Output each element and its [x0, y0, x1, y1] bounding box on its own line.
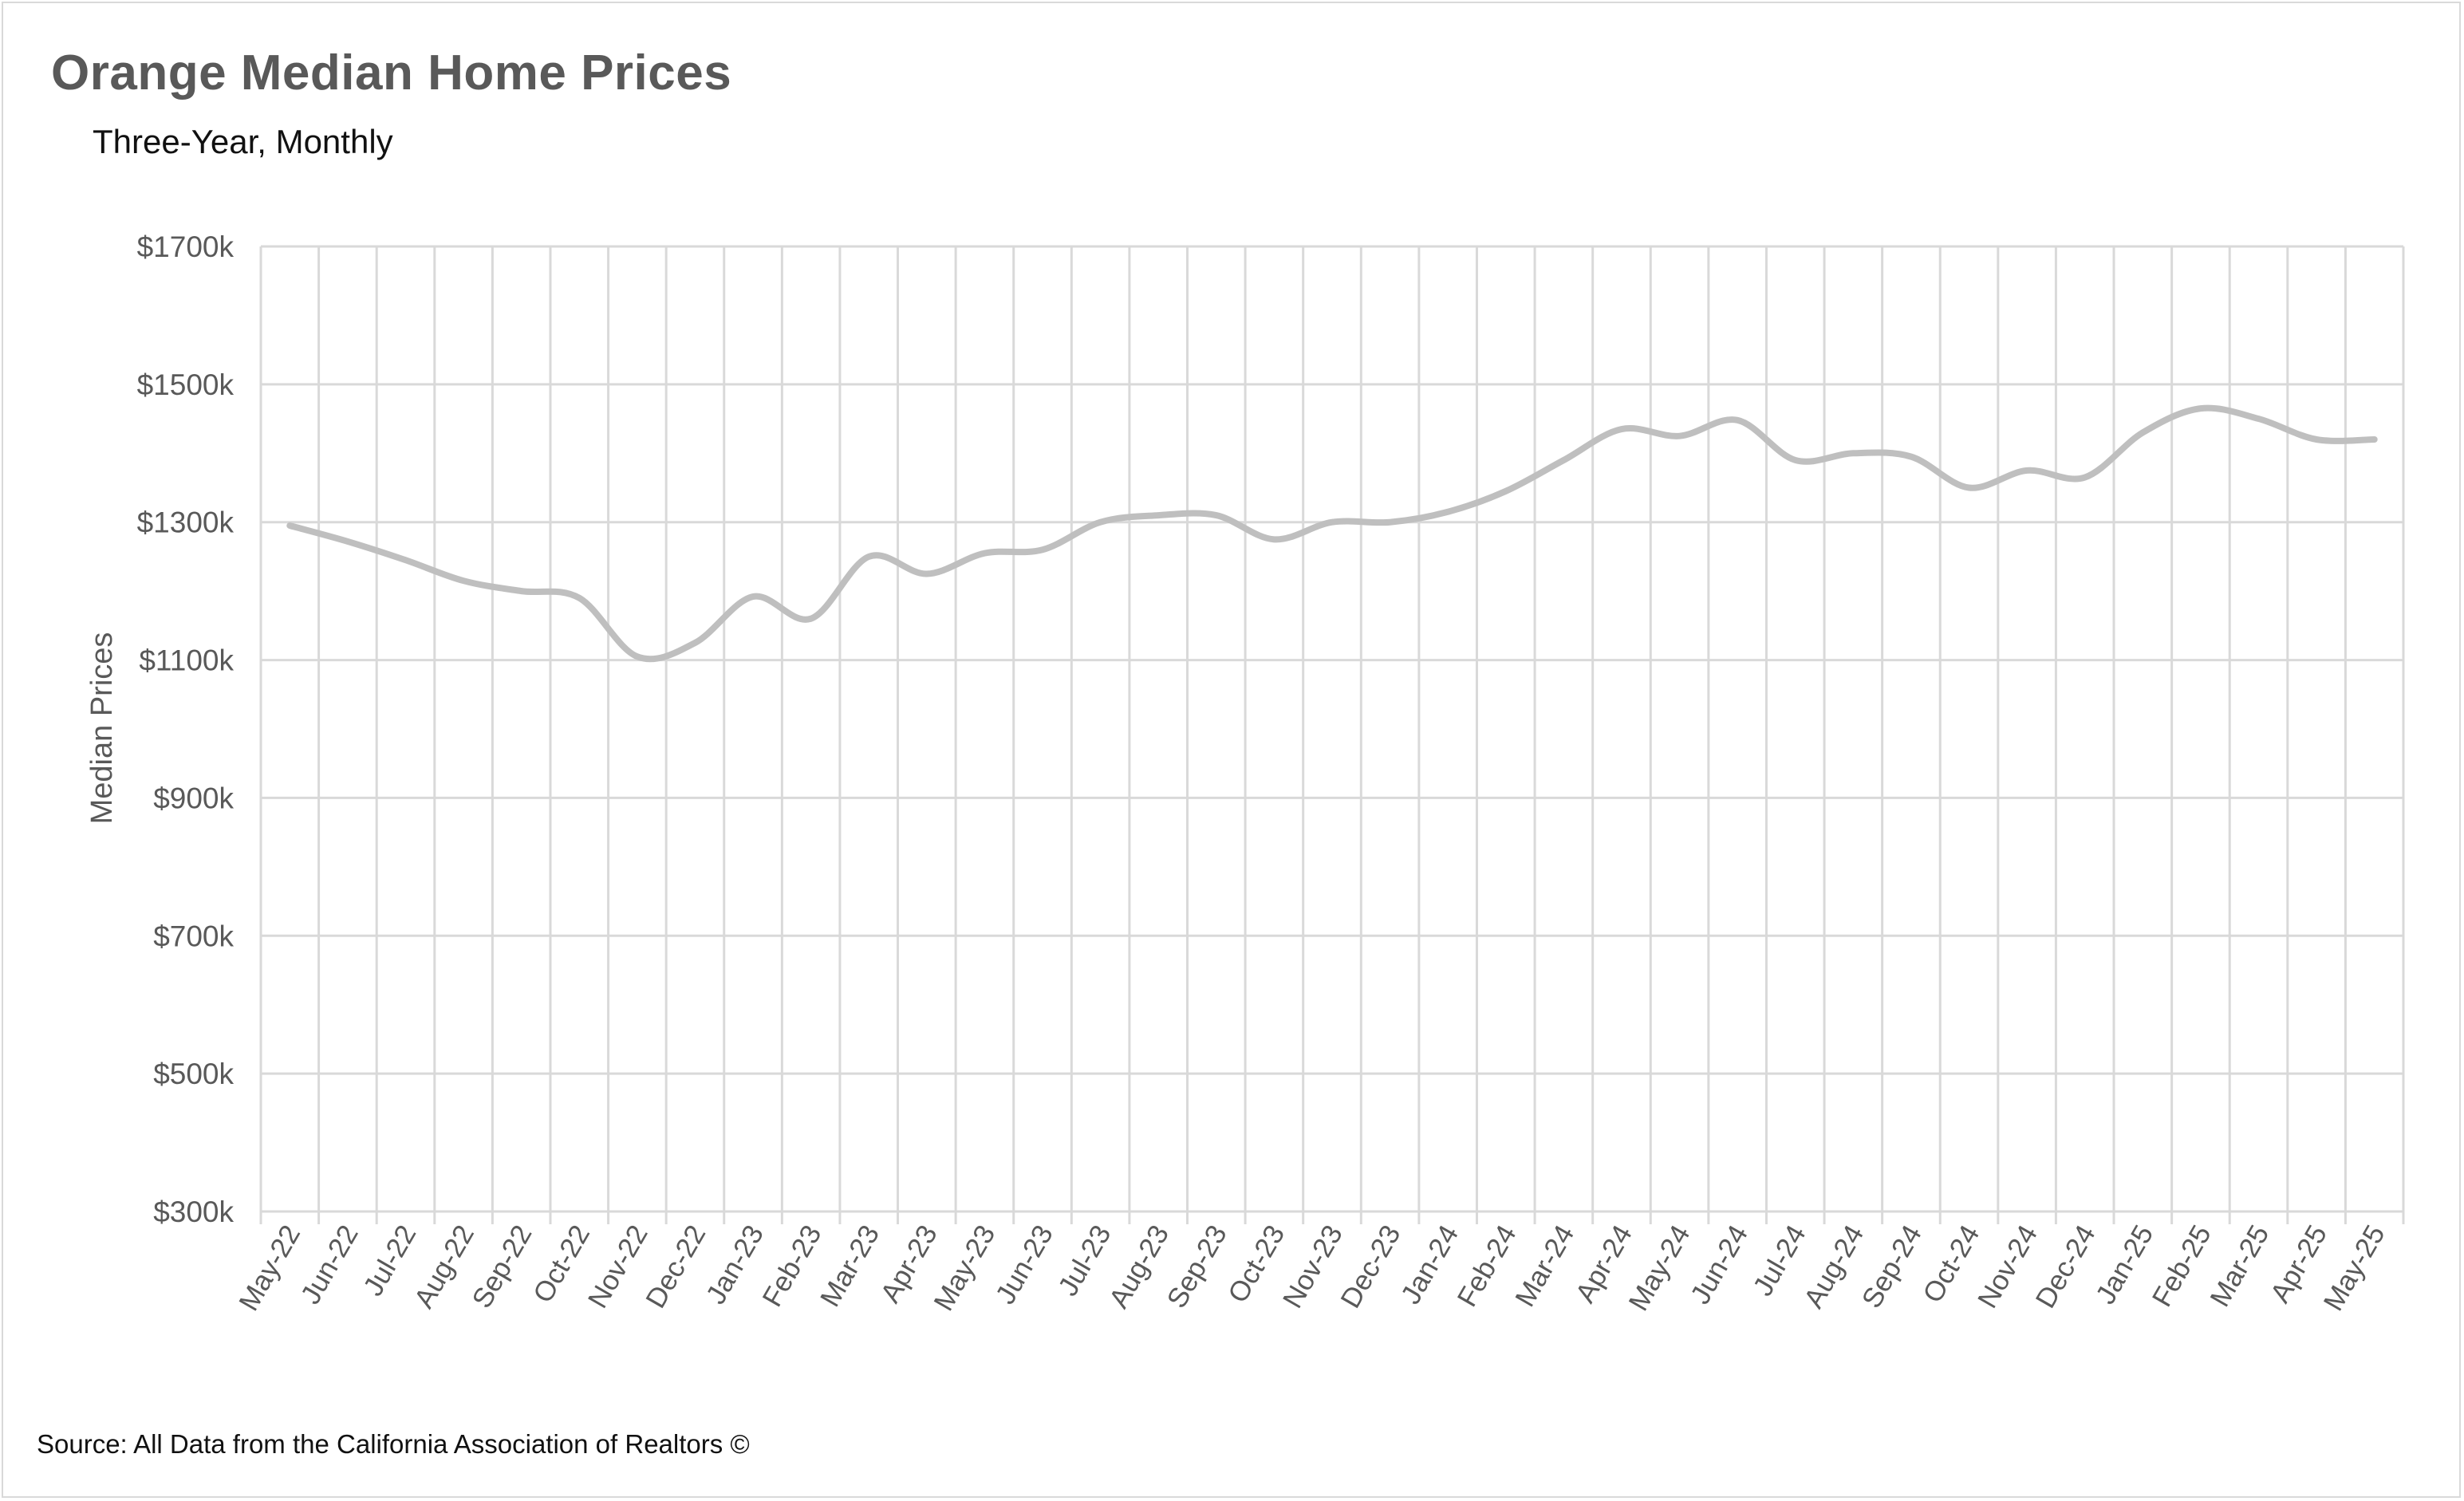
gridlines	[259, 245, 2405, 1224]
series-group	[286, 404, 2378, 663]
x-tick-label: Jun-23	[990, 1220, 1059, 1310]
x-tick-label: May-22	[233, 1220, 306, 1317]
y-tick-label: $1100k	[139, 644, 234, 677]
series-line	[286, 404, 2378, 663]
x-axis-ticks: May-22Jun-22Jul-22Aug-22Sep-22Oct-22Nov-…	[233, 1220, 2391, 1317]
x-tick-label: Mar-25	[2204, 1220, 2275, 1313]
chart-subtitle: Three-Year, Monthly	[93, 123, 393, 160]
x-tick-label: Jun-22	[295, 1220, 365, 1310]
source-note: Source: All Data from the California Ass…	[37, 1429, 750, 1459]
y-axis-ticks: $300k $500k $700k $900k $1100k $1300k $1500k $1…	[137, 230, 235, 1228]
chart-title: Orange Median Home Prices	[51, 45, 732, 100]
y-tick-label: $300k	[153, 1196, 234, 1228]
y-tick-label: $900k	[153, 782, 234, 814]
x-tick-label: Jun-24	[1685, 1220, 1754, 1310]
y-tick-label: $700k	[153, 920, 234, 952]
x-tick-label: Mar-23	[814, 1220, 885, 1313]
y-tick-label: $1700k	[137, 230, 235, 263]
y-tick-label: $1300k	[137, 506, 235, 539]
x-tick-label: Mar-24	[1509, 1220, 1580, 1313]
y-tick-label: $500k	[153, 1058, 234, 1090]
y-tick-label: $1500k	[137, 368, 235, 401]
y-axis-label: Median Prices	[85, 632, 119, 825]
